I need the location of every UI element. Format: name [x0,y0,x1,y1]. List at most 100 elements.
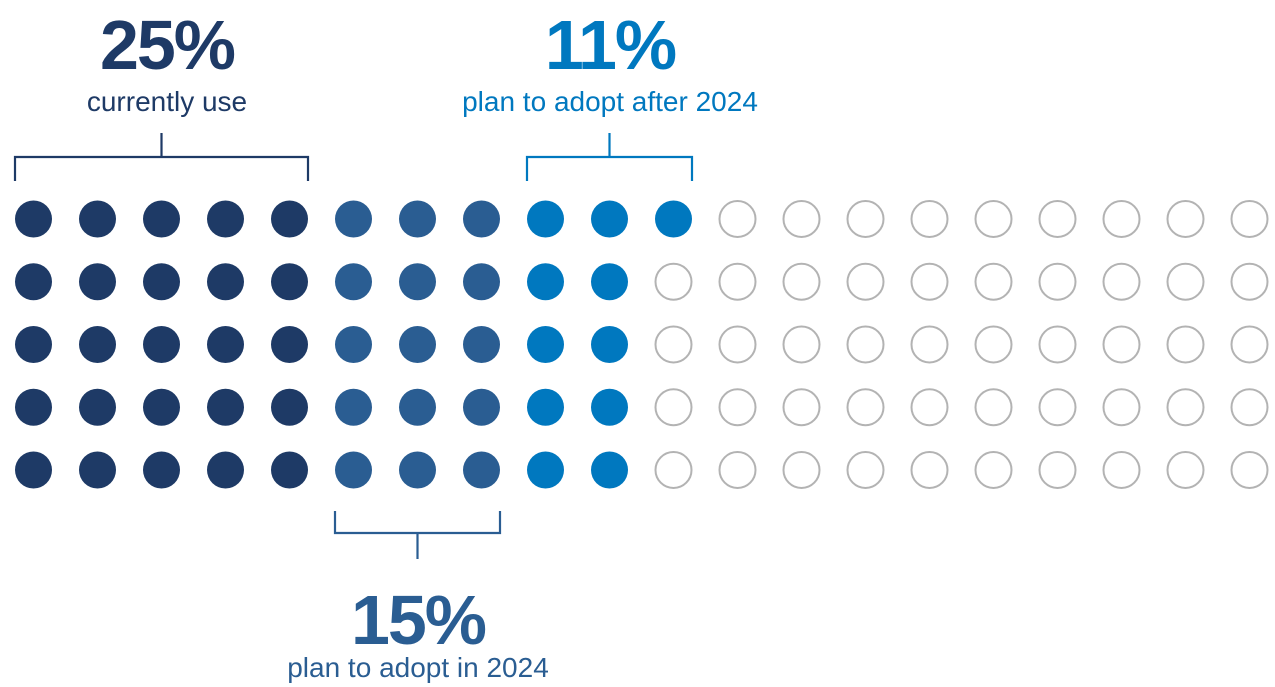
dot-empty [718,200,757,238]
dot-empty [1230,200,1269,238]
dot-currently-use [271,326,308,363]
dot-empty [846,451,885,489]
bracket-plan-to-adopt-after-2024 [525,133,694,181]
dot-plan-to-adopt-after-2024 [527,451,564,489]
dot-empty [654,388,693,427]
dot-currently-use [79,326,116,363]
dot-currently-use [207,326,244,363]
dot-empty [1038,200,1077,238]
value-label-currently-use: 25% [99,6,236,84]
dot-empty [846,325,885,364]
dot-currently-use [15,388,52,426]
dot-empty [654,262,693,301]
bracket-plan-to-adopt-in-2024 [333,511,502,559]
dot-plan-to-adopt-in-2024 [335,200,372,238]
dot-plan-to-adopt-in-2024 [463,326,500,363]
dot-empty [782,200,821,238]
dot-empty [782,262,821,301]
dot-currently-use [79,388,116,426]
dot-plan-to-adopt-in-2024 [399,388,436,426]
dot-currently-use [79,451,116,489]
dot-empty [974,262,1013,301]
dot-empty [782,388,821,427]
dot-empty [910,262,949,301]
dot-empty [1102,200,1141,238]
value-label-plan-after-2024: 11% [544,6,677,84]
dot-empty [974,451,1013,489]
dot-empty [1166,388,1205,427]
dot-empty [1230,262,1269,301]
dot-plan-to-adopt-in-2024 [335,326,372,363]
dot-empty [1166,200,1205,238]
dot-empty [1038,388,1077,427]
dot-plan-to-adopt-in-2024 [399,200,436,238]
dot-empty [1230,451,1269,489]
dot-empty [782,325,821,364]
dot-empty [910,325,949,364]
dot-currently-use [143,451,180,489]
dot-currently-use [207,263,244,301]
dot-empty [718,325,757,364]
dot-currently-use [143,263,180,301]
dot-plan-to-adopt-after-2024 [591,326,628,363]
dot-empty [718,388,757,427]
dot-currently-use [79,263,116,301]
dot-currently-use [271,388,308,426]
dot-empty [974,388,1013,427]
dot-currently-use [207,451,244,489]
dot-empty [1166,325,1205,364]
dot-empty [1166,262,1205,301]
dot-empty [718,451,757,489]
dot-plan-to-adopt-in-2024 [335,388,372,426]
dot-empty [1230,325,1269,364]
dot-plan-to-adopt-after-2024 [527,326,564,363]
series-label-plan-after-2024: plan to adopt after 2024 [462,86,758,117]
dot-empty [718,262,757,301]
dot-plan-to-adopt-in-2024 [463,451,500,489]
dot-empty [654,451,693,489]
dot-empty [910,200,949,238]
dot-currently-use [271,451,308,489]
dot-empty [910,388,949,427]
dot-currently-use [143,326,180,363]
value-label-plan-in-2024: 15% [350,581,487,659]
dot-plan-to-adopt-after-2024 [591,200,628,238]
dot-empty [1038,325,1077,364]
dot-plan-to-adopt-after-2024 [527,388,564,426]
dot-empty [846,388,885,427]
dot-plan-to-adopt-after-2024 [527,200,564,238]
dot-empty [1038,262,1077,301]
dot-plan-to-adopt-after-2024 [527,263,564,301]
dot-empty [974,200,1013,238]
dot-plan-to-adopt-after-2024 [655,200,692,238]
dot-plan-to-adopt-in-2024 [399,326,436,363]
dot-plan-to-adopt-in-2024 [463,263,500,301]
dot-plan-to-adopt-after-2024 [591,388,628,426]
dot-plan-to-adopt-in-2024 [335,263,372,301]
dot-empty [654,325,693,364]
dot-empty [782,451,821,489]
series-label-currently-use: currently use [86,86,248,117]
dot-empty [1166,451,1205,489]
dot-plan-to-adopt-in-2024 [463,388,500,426]
dot-empty [1102,451,1141,489]
dot-currently-use [15,263,52,301]
dot-currently-use [15,326,52,363]
dot-empty [1102,388,1141,427]
dot-empty [1102,262,1141,301]
dot-empty [846,262,885,301]
dot-grid [15,200,1269,489]
dot-empty [1230,388,1269,427]
dot-plan-to-adopt-in-2024 [399,451,436,489]
dot-empty [846,200,885,238]
series-label-plan-in-2024: plan to adopt in 2024 [287,652,549,683]
dot-empty [910,451,949,489]
dot-currently-use [15,451,52,489]
dot-plan-to-adopt-after-2024 [591,263,628,301]
dot-currently-use [143,200,180,238]
dot-currently-use [207,200,244,238]
dot-plan-to-adopt-after-2024 [591,451,628,489]
dot-currently-use [271,263,308,301]
dot-currently-use [79,200,116,238]
